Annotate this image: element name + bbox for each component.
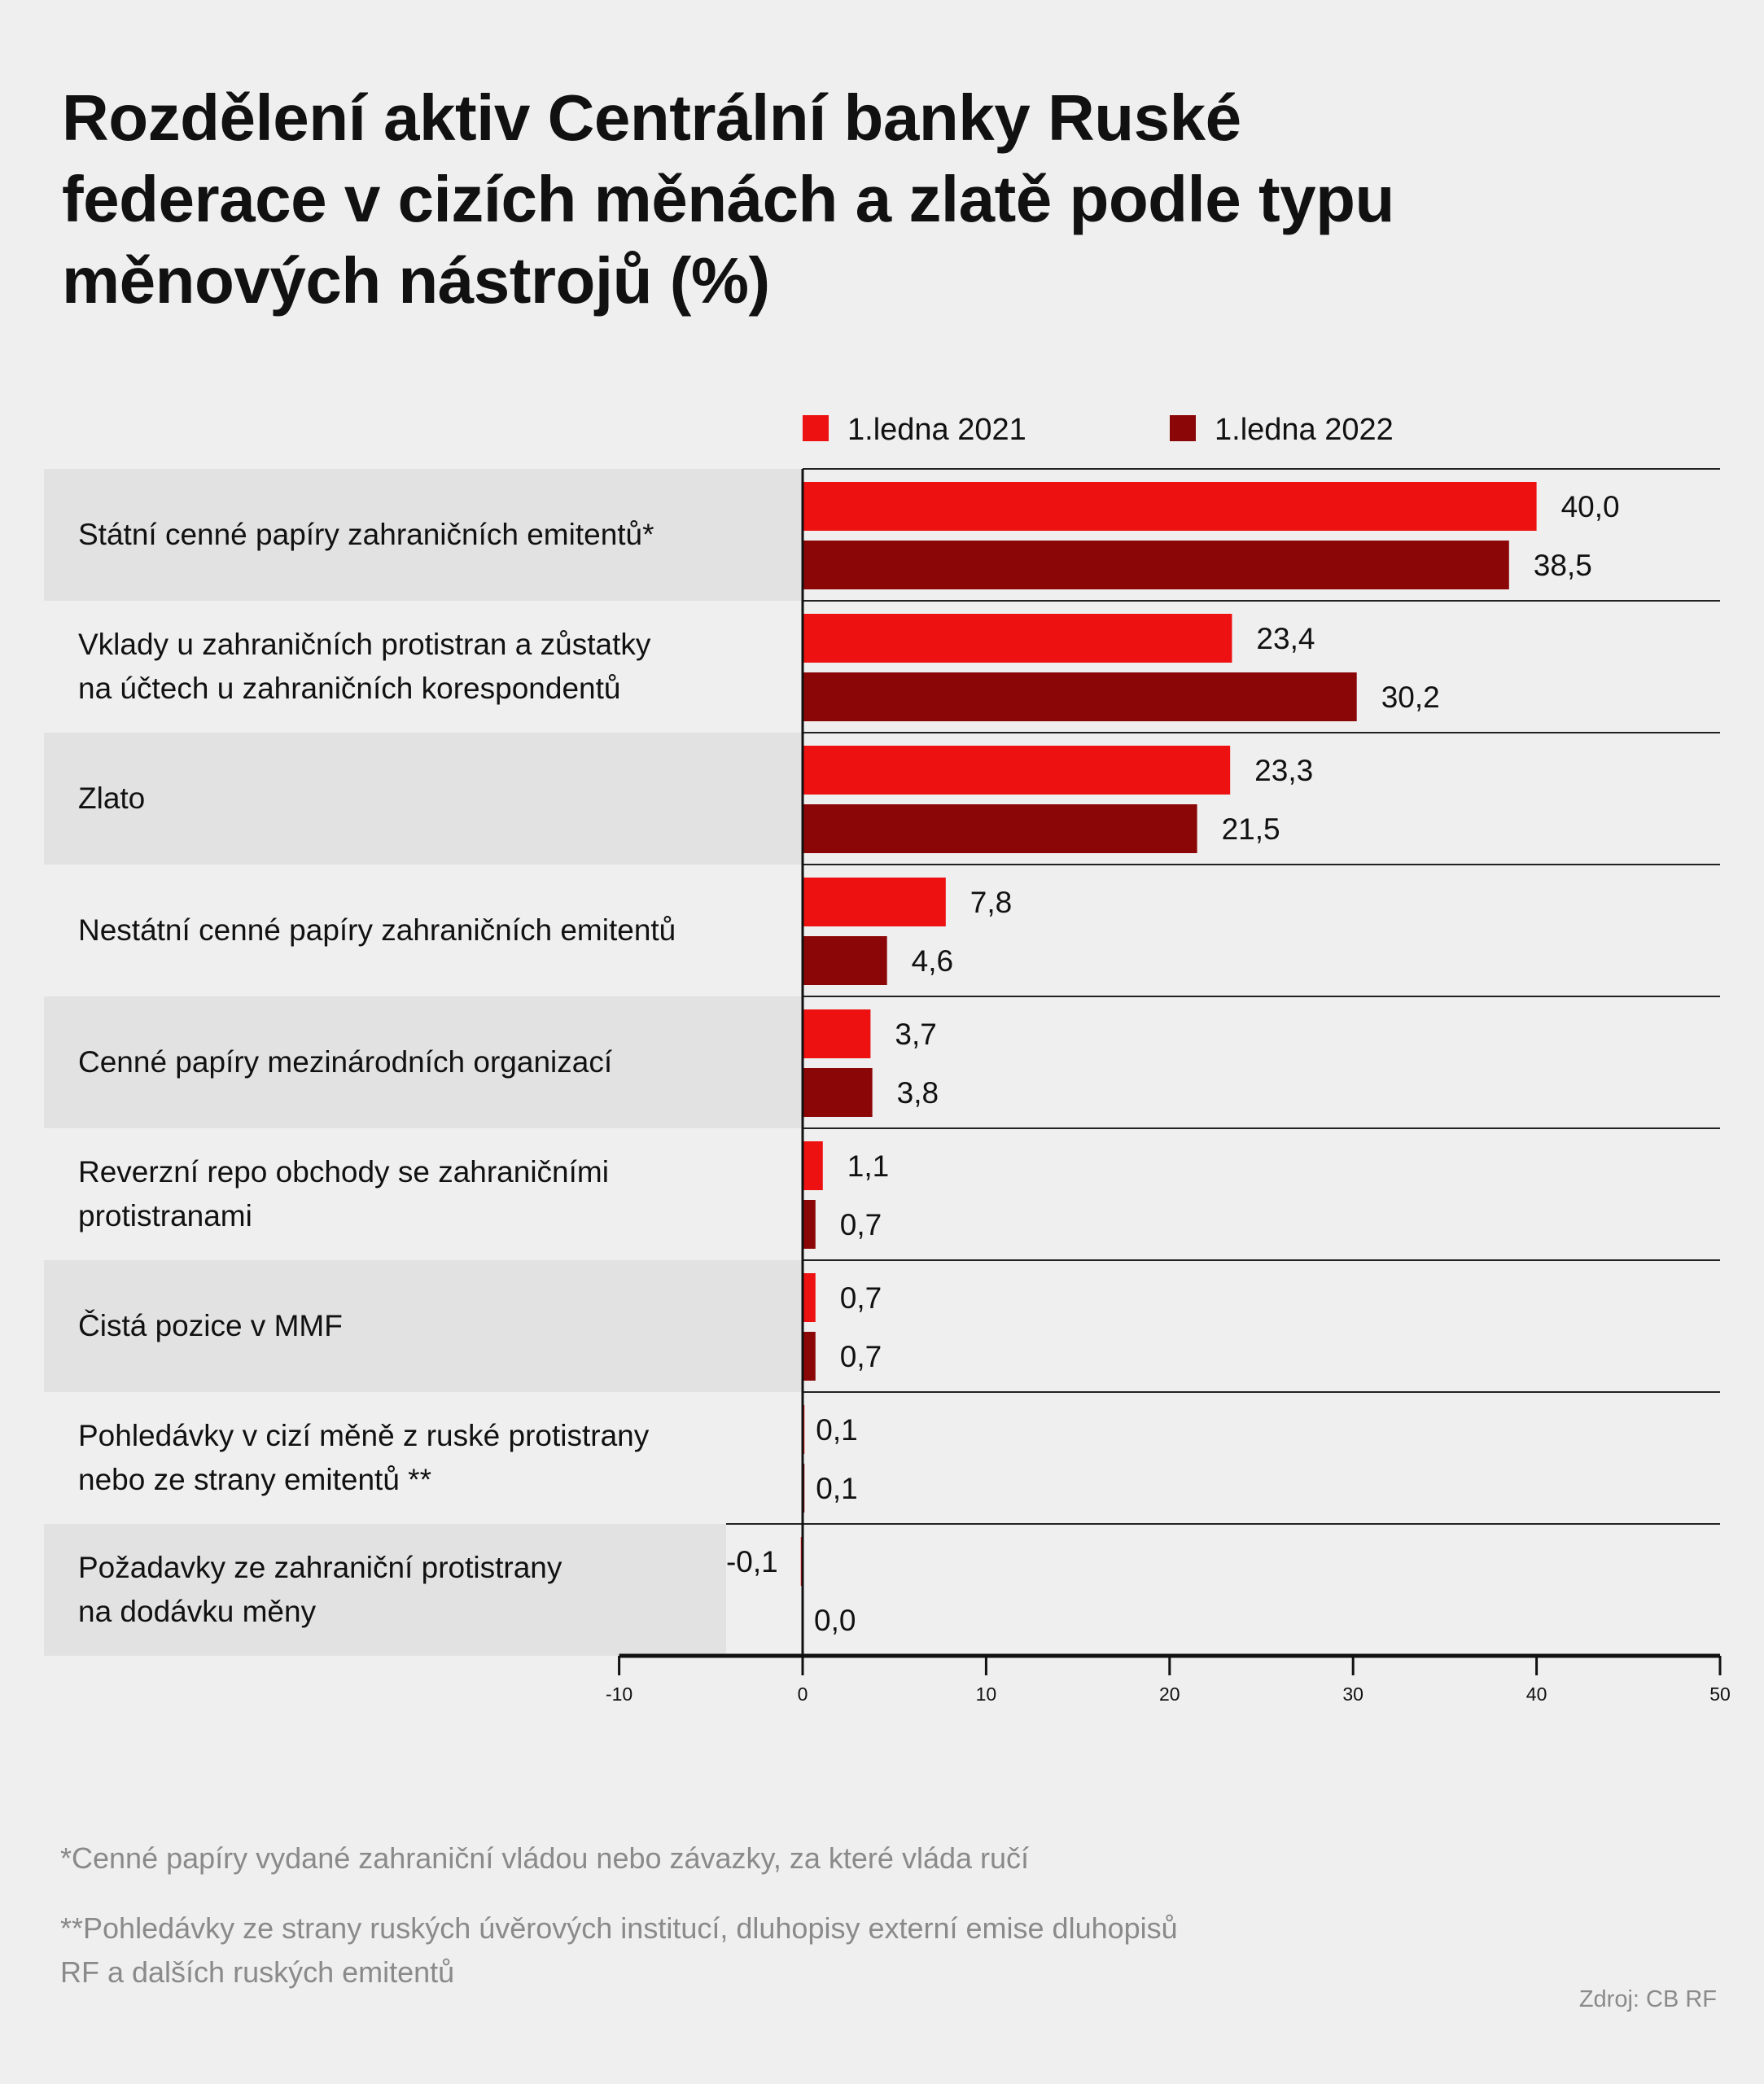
category-label: Cenné papíry mezinárodních organizací xyxy=(78,1045,613,1079)
legend-swatch xyxy=(1170,415,1196,441)
bar xyxy=(803,936,887,985)
x-tick-label: 10 xyxy=(976,1683,997,1705)
x-tick-label: 20 xyxy=(1159,1683,1180,1705)
bar xyxy=(803,746,1231,795)
x-tick-label: 50 xyxy=(1709,1683,1731,1705)
data-label: 7,8 xyxy=(970,886,1012,919)
category-label: protistranami xyxy=(78,1199,252,1232)
x-tick-label: 40 xyxy=(1526,1683,1547,1705)
category-label: Reverzní repo obchody se zahraničními xyxy=(78,1155,609,1189)
row-band xyxy=(44,1260,803,1392)
row-band xyxy=(44,996,803,1128)
data-label: 4,6 xyxy=(912,944,953,978)
data-label: 40,0 xyxy=(1561,490,1620,523)
bar xyxy=(803,614,1232,663)
x-tick-label: 30 xyxy=(1342,1683,1363,1705)
data-label: 0,7 xyxy=(840,1281,882,1315)
bar xyxy=(803,1273,816,1322)
bar xyxy=(803,1141,823,1190)
data-label: 0,7 xyxy=(840,1208,882,1241)
data-label: 0,1 xyxy=(816,1472,857,1505)
category-label: Státní cenné papíry zahraničních emitent… xyxy=(78,518,654,551)
data-label: 30,2 xyxy=(1381,681,1440,714)
category-label: Vklady u zahraničních protistran a zůsta… xyxy=(78,628,651,661)
bar xyxy=(803,1332,816,1381)
category-label: Požadavky ze zahraniční protistrany xyxy=(78,1551,562,1584)
data-label: 3,8 xyxy=(897,1076,939,1110)
row-band xyxy=(44,733,803,865)
bar xyxy=(803,804,1197,853)
bar xyxy=(803,1200,816,1249)
bar xyxy=(803,1009,871,1058)
category-label: na dodávku měny xyxy=(78,1595,317,1628)
category-label: Čistá pozice v MMF xyxy=(78,1309,343,1342)
category-label: Pohledávky v cizí měně z ruské protistra… xyxy=(78,1419,650,1452)
bar xyxy=(803,541,1509,589)
footnote-2-cont: RF a dalších ruských emitentů xyxy=(60,1955,455,1989)
data-label: 3,7 xyxy=(895,1018,936,1051)
data-label: 0,0 xyxy=(814,1604,856,1637)
bar xyxy=(803,672,1357,721)
source: Zdroj: CB RF xyxy=(1578,1986,1717,2012)
data-label: 0,1 xyxy=(816,1413,857,1447)
data-label: -0,1 xyxy=(726,1545,778,1578)
legend-swatch xyxy=(803,415,829,441)
chart-title: Rozdělení aktiv Centrální banky Ruské fe… xyxy=(62,81,1394,317)
footnote-1: *Cenné papíry vydané zahraniční vládou n… xyxy=(60,1841,1030,1875)
row-band xyxy=(44,1524,726,1656)
category-label: Nestátní cenné papíry zahraničních emite… xyxy=(78,913,676,947)
footnote-2: **Pohledávky ze strany ruských úvěrových… xyxy=(60,1911,1178,1945)
bar xyxy=(803,878,946,926)
bar xyxy=(803,1068,873,1117)
data-label: 1,1 xyxy=(847,1149,889,1183)
category-label: Zlato xyxy=(78,782,145,815)
x-tick-label: -10 xyxy=(606,1683,633,1705)
legend-label: 1.ledna 2022 xyxy=(1215,413,1394,447)
bar-chart: 1.ledna 2021 1.ledna 2022 Státní cenné pap… xyxy=(44,413,1731,1705)
data-label: 21,5 xyxy=(1222,812,1280,846)
x-tick-label: 0 xyxy=(798,1683,808,1705)
legend-label: 1.ledna 2021 xyxy=(847,413,1026,447)
data-label: 0,7 xyxy=(840,1340,882,1373)
data-label: 38,5 xyxy=(1534,549,1592,582)
category-label: nebo ze strany emitentů ** xyxy=(78,1463,431,1496)
row-band xyxy=(44,469,803,601)
data-label: 23,3 xyxy=(1254,754,1313,787)
bar xyxy=(803,482,1537,531)
category-label: na účtech u zahraničních korespondentů xyxy=(78,672,620,705)
data-label: 23,4 xyxy=(1256,622,1315,655)
